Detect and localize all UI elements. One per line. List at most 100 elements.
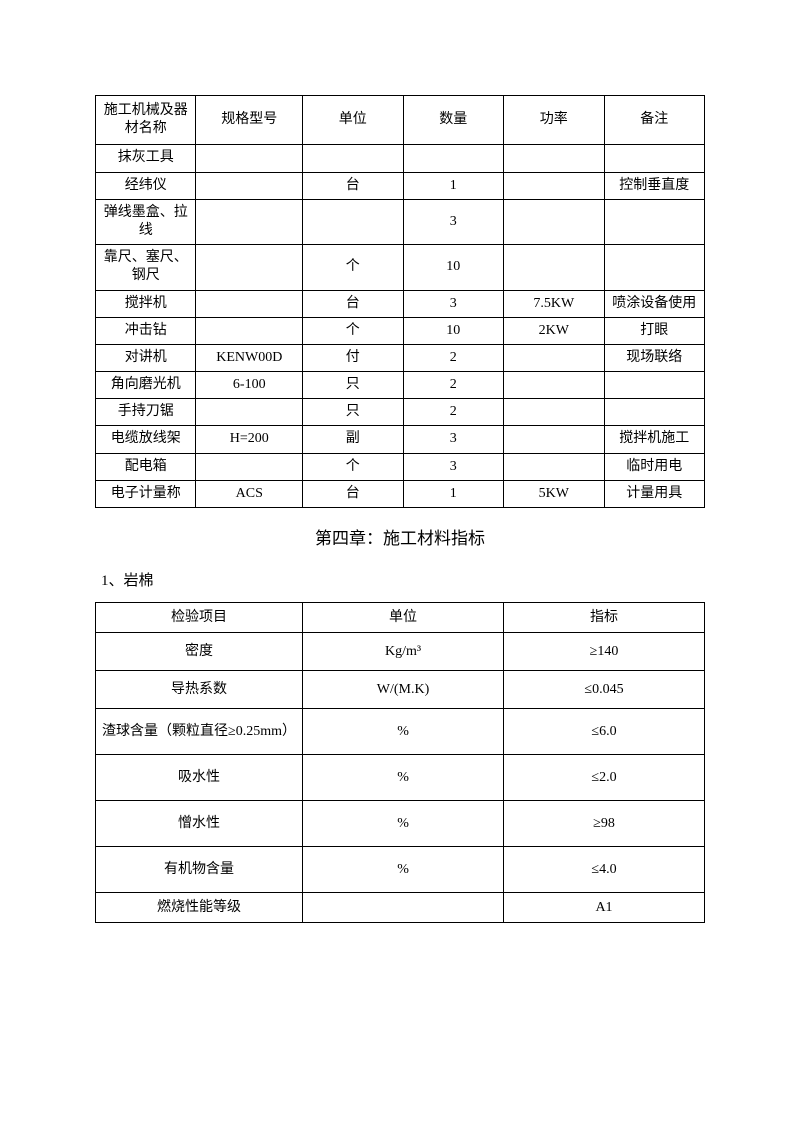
cell-unit <box>303 145 403 172</box>
header-quantity: 数量 <box>403 96 503 145</box>
cell-power: 7.5KW <box>504 290 604 317</box>
cell-name: 靠尺、塞尺、钢尺 <box>96 245 196 290</box>
cell-name: 抹灰工具 <box>96 145 196 172</box>
cell-name: 电子计量称 <box>96 480 196 507</box>
cell-remark: 搅拌机施工 <box>604 426 705 453</box>
cell-model <box>196 199 303 244</box>
chapter-title: 第四章：施工材料指标 <box>95 524 705 549</box>
cell-model <box>196 290 303 317</box>
cell-name: 角向磨光机 <box>96 372 196 399</box>
header-item: 检验项目 <box>96 603 303 633</box>
cell-power: 5KW <box>504 480 604 507</box>
cell-item: 导热系数 <box>96 671 303 709</box>
table-row: 对讲机 KENW00D 付 2 现场联络 <box>96 344 705 371</box>
header-name: 施工机械及器材名称 <box>96 96 196 145</box>
cell-remark: 打眼 <box>604 317 705 344</box>
cell-quantity: 1 <box>403 480 503 507</box>
cell-quantity: 1 <box>403 172 503 199</box>
cell-remark: 现场联络 <box>604 344 705 371</box>
cell-unit: 个 <box>303 317 403 344</box>
cell-item: 憎水性 <box>96 801 303 847</box>
cell-name: 冲击钻 <box>96 317 196 344</box>
cell-remark <box>604 372 705 399</box>
cell-item: 吸水性 <box>96 755 303 801</box>
cell-unit: % <box>303 847 504 893</box>
cell-unit: W/(M.K) <box>303 671 504 709</box>
cell-model <box>196 317 303 344</box>
cell-name: 经纬仪 <box>96 172 196 199</box>
cell-model <box>196 145 303 172</box>
cell-quantity: 2 <box>403 344 503 371</box>
cell-indicator: ≤0.045 <box>504 671 705 709</box>
material-table: 检验项目 单位 指标 密度 Kg/m³ ≥140 导热系数 W/(M.K) ≤0… <box>95 602 705 923</box>
cell-indicator: A1 <box>504 893 705 923</box>
cell-item: 有机物含量 <box>96 847 303 893</box>
cell-quantity: 2 <box>403 399 503 426</box>
cell-quantity: 2 <box>403 372 503 399</box>
table-row: 憎水性 % ≥98 <box>96 801 705 847</box>
cell-indicator: ≤2.0 <box>504 755 705 801</box>
cell-unit <box>303 893 504 923</box>
cell-item: 渣球含量（颗粒直径≥0.25mm） <box>96 709 303 755</box>
table-row: 手持刀锯 只 2 <box>96 399 705 426</box>
cell-power <box>504 344 604 371</box>
cell-power <box>504 426 604 453</box>
cell-quantity: 3 <box>403 453 503 480</box>
cell-unit: 台 <box>303 290 403 317</box>
table-row: 有机物含量 % ≤4.0 <box>96 847 705 893</box>
table-row: 电缆放线架 H=200 副 3 搅拌机施工 <box>96 426 705 453</box>
cell-model <box>196 172 303 199</box>
cell-quantity: 3 <box>403 290 503 317</box>
cell-remark: 计量用具 <box>604 480 705 507</box>
cell-quantity: 3 <box>403 199 503 244</box>
cell-remark: 喷涂设备使用 <box>604 290 705 317</box>
header-remark: 备注 <box>604 96 705 145</box>
cell-remark <box>604 245 705 290</box>
cell-remark <box>604 399 705 426</box>
cell-power <box>504 453 604 480</box>
cell-unit: 个 <box>303 245 403 290</box>
cell-unit <box>303 199 403 244</box>
table-header-row: 检验项目 单位 指标 <box>96 603 705 633</box>
cell-name: 弹线墨盒、拉线 <box>96 199 196 244</box>
cell-name: 手持刀锯 <box>96 399 196 426</box>
table-header-row: 施工机械及器材名称 规格型号 单位 数量 功率 备注 <box>96 96 705 145</box>
cell-unit: 只 <box>303 399 403 426</box>
cell-indicator: ≤6.0 <box>504 709 705 755</box>
table-row: 冲击钻 个 10 2KW 打眼 <box>96 317 705 344</box>
cell-power <box>504 245 604 290</box>
cell-quantity <box>403 145 503 172</box>
cell-model: KENW00D <box>196 344 303 371</box>
cell-quantity: 10 <box>403 317 503 344</box>
cell-name: 配电箱 <box>96 453 196 480</box>
cell-power <box>504 145 604 172</box>
header-power: 功率 <box>504 96 604 145</box>
table-row: 经纬仪 台 1 控制垂直度 <box>96 172 705 199</box>
cell-model <box>196 453 303 480</box>
cell-model <box>196 399 303 426</box>
cell-unit: 个 <box>303 453 403 480</box>
equipment-table: 施工机械及器材名称 规格型号 单位 数量 功率 备注 抹灰工具 经纬仪 台 1 … <box>95 95 705 508</box>
table-row: 渣球含量（颗粒直径≥0.25mm） % ≤6.0 <box>96 709 705 755</box>
table-row: 搅拌机 台 3 7.5KW 喷涂设备使用 <box>96 290 705 317</box>
cell-remark <box>604 145 705 172</box>
cell-quantity: 3 <box>403 426 503 453</box>
table-row: 弹线墨盒、拉线 3 <box>96 199 705 244</box>
table-row: 导热系数 W/(M.K) ≤0.045 <box>96 671 705 709</box>
cell-indicator: ≤4.0 <box>504 847 705 893</box>
cell-name: 对讲机 <box>96 344 196 371</box>
cell-unit: % <box>303 709 504 755</box>
cell-remark: 临时用电 <box>604 453 705 480</box>
cell-power <box>504 199 604 244</box>
cell-name: 搅拌机 <box>96 290 196 317</box>
header-model: 规格型号 <box>196 96 303 145</box>
cell-model: 6-100 <box>196 372 303 399</box>
cell-model: ACS <box>196 480 303 507</box>
cell-remark <box>604 199 705 244</box>
cell-model <box>196 245 303 290</box>
cell-unit: 台 <box>303 172 403 199</box>
table-row: 角向磨光机 6-100 只 2 <box>96 372 705 399</box>
cell-model: H=200 <box>196 426 303 453</box>
cell-item: 燃烧性能等级 <box>96 893 303 923</box>
section-title: 1、岩棉 <box>101 569 705 590</box>
